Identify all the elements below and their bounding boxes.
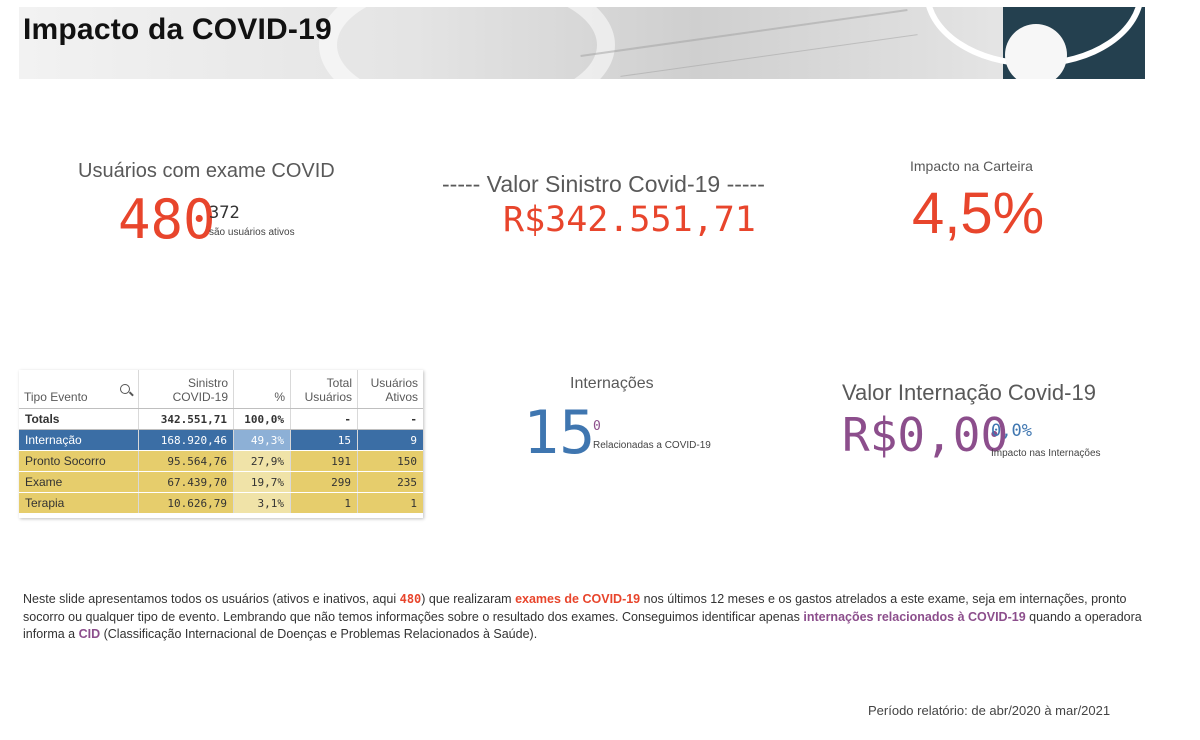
kpi-internacoes-covid-label: Relacionadas a COVID-19 <box>593 440 711 451</box>
highlight-internacoes: internações relacionados à COVID-19 <box>803 609 1026 624</box>
column-header-tipo-evento[interactable]: Tipo Evento <box>19 370 139 409</box>
column-header-total-usuarios[interactable]: Total Usuários <box>290 370 358 409</box>
table-cell: 95.564,76 <box>138 450 234 472</box>
table-cell: 10.626,79 <box>138 492 234 514</box>
description-paragraph: Neste slide apresentamos todos os usuári… <box>23 591 1143 644</box>
paragraph-text: ) que realizaram <box>421 592 516 606</box>
table-cell: 49,3% <box>233 429 291 451</box>
banner-decoration <box>620 34 918 77</box>
kpi-impacto-internacoes-label: Impacto nas Internações <box>991 448 1101 459</box>
paragraph-text: Neste slide apresentamos todos os usuári… <box>23 592 400 606</box>
column-header-usuarios-ativos[interactable]: Usuários Ativos <box>357 370 423 409</box>
table-cell: 1 <box>357 492 423 514</box>
paragraph-text: (Classificação Internacional de Doenças … <box>100 627 538 641</box>
table-cell: 342.551,71 <box>138 408 234 430</box>
table-cell: 150 <box>357 450 423 472</box>
totals-row: Totals 342.551,71 100,0% - - <box>19 408 423 430</box>
table-header-row: Tipo Evento Sinistro COVID-19 % Total Us… <box>19 370 423 409</box>
table-cell: 168.920,46 <box>138 429 234 451</box>
period-label: Período relatório: de abr/2020 à mar/202… <box>868 703 1111 718</box>
column-header-sinistro[interactable]: Sinistro COVID-19 <box>138 370 234 409</box>
banner-decoration <box>580 9 908 57</box>
banner-decoration <box>319 7 615 79</box>
paragraph-text: nos últimos 12 meses e os gastos atrelad… <box>23 592 1127 624</box>
search-icon[interactable] <box>120 384 130 394</box>
table-cell[interactable]: Internação <box>19 429 139 451</box>
table-cell: 9 <box>357 429 423 451</box>
table-cell[interactable]: Exame <box>19 471 139 493</box>
table-cell: 1 <box>290 492 358 514</box>
kpi-impacto-internacoes-value: 0,0% <box>991 421 1032 441</box>
kpi-impacto-value[interactable]: 4,5% <box>912 181 1045 246</box>
highlight-cid: CID <box>78 627 101 641</box>
eventos-table: Tipo Evento Sinistro COVID-19 % Total Us… <box>19 370 423 514</box>
column-header-label: Tipo Evento <box>24 390 88 404</box>
table-cell: 27,9% <box>233 450 291 472</box>
table-row[interactable]: Exame 67.439,70 19,7% 299 235 <box>19 471 423 493</box>
table-cell: 67.439,70 <box>138 471 234 493</box>
kpi-valor-internacao-label: Valor Internação Covid-19 <box>842 380 1096 405</box>
table-cell: 15 <box>290 429 358 451</box>
table-cell: 235 <box>357 471 423 493</box>
table-cell: 191 <box>290 450 358 472</box>
table-cell: 3,1% <box>233 492 291 514</box>
table-row[interactable]: Pronto Socorro 95.564,76 27,9% 191 150 <box>19 450 423 472</box>
table-cell: Totals <box>19 408 139 430</box>
table-row[interactable]: Terapia 10.626,79 3,1% 1 1 <box>19 492 423 514</box>
table-cell: - <box>357 408 423 430</box>
kpi-usuarios-ativos-value: 372 <box>209 203 240 223</box>
kpi-internacoes-value[interactable]: 15 <box>523 398 596 468</box>
table-cell[interactable]: Terapia <box>19 492 139 514</box>
highlight-480: 480 <box>399 592 422 606</box>
table-cell: 100,0% <box>233 408 291 430</box>
kpi-usuarios-ativos-label: são usuários ativos <box>209 227 295 238</box>
kpi-sinistro-label: ----- Valor Sinistro Covid-19 ----- <box>442 171 765 197</box>
table-cell: - <box>290 408 358 430</box>
kpi-sinistro-value[interactable]: R$342.551,71 <box>503 200 756 240</box>
paragraph-text: quando a operadora informa a <box>23 609 1142 642</box>
kpi-impacto-label: Impacto na Carteira <box>910 158 1033 174</box>
kpi-usuarios-label: Usuários com exame COVID <box>78 160 335 182</box>
stethoscope-chestpiece <box>1005 24 1067 79</box>
header-banner <box>19 7 1145 79</box>
table-cell: 19,7% <box>233 471 291 493</box>
column-header-percent[interactable]: % <box>233 370 291 409</box>
table-cell[interactable]: Pronto Socorro <box>19 450 139 472</box>
table-row[interactable]: Internação 168.920,46 49,3% 15 9 <box>19 429 423 451</box>
table-cell: 299 <box>290 471 358 493</box>
kpi-valor-internacao-value[interactable]: R$0,00 <box>842 408 1009 462</box>
highlight-exames: exames de COVID-19 <box>515 592 641 606</box>
kpi-internacoes-label: Internações <box>570 375 654 392</box>
page-title: Impacto da COVID-19 <box>23 13 332 46</box>
kpi-internacoes-covid-value: 0 <box>593 419 601 434</box>
kpi-usuarios-value[interactable]: 480 <box>118 188 216 251</box>
